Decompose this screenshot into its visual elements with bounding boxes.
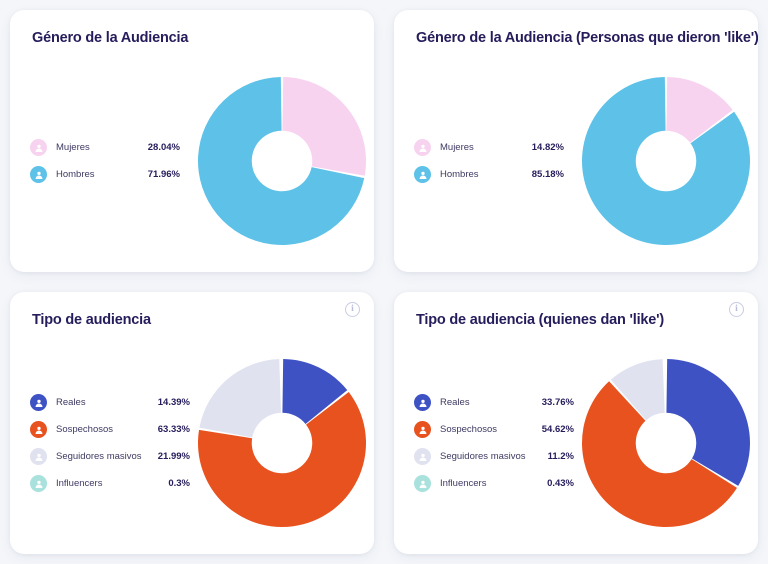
card-body: Reales 33.76% Sospechosos 54.62% Seguido… [394,332,758,554]
card-audience-type: i Tipo de audiencia Reales 14.39% Sospec… [10,292,374,554]
legend-label: Mujeres [440,142,474,153]
donut-slice[interactable] [582,381,737,527]
card-gender-audience-likes: Género de la Audiencia (Personas que die… [394,10,758,272]
legend-value: 14.39% [157,397,190,408]
donut-slice[interactable] [282,359,348,424]
list-item[interactable]: Mujeres 14.82% [414,134,574,161]
list-item[interactable]: Influencers 0.43% [414,470,574,497]
legend-label: Sospechosos [56,424,114,435]
list-item[interactable]: Hombres 85.18% [414,161,574,188]
person-icon [30,139,47,156]
person-icon [414,139,431,156]
card-cell-audience-type: i Tipo de audiencia Reales 14.39% Sospec… [0,282,384,564]
page-title: Género de la Audiencia [32,30,189,46]
legend-audience-type: Reales 14.39% Sospechosos 63.33% Seguido… [10,389,190,497]
legend-value: 11.2% [547,451,574,462]
card-gender-audience: Género de la Audiencia Mujeres 28.04% Ho… [10,10,374,272]
legend-value: 85.18% [531,169,564,180]
legend-label: Influencers [440,478,487,489]
donut-slice[interactable] [199,359,282,438]
person-icon [414,448,431,465]
list-item[interactable]: Hombres 71.96% [30,161,190,188]
legend-label: Reales [56,397,86,408]
legend-label: Mujeres [56,142,90,153]
legend-gender-audience-likes: Mujeres 14.82% Hombres 85.18% [394,134,574,188]
legend-value: 63.33% [157,424,190,435]
legend-value: 21.99% [157,451,190,462]
person-icon [414,166,431,183]
donut-slice[interactable] [198,391,366,527]
legend-label: Hombres [56,169,95,180]
donut-chart-gender-audience-likes [574,50,758,272]
person-icon [30,448,47,465]
card-cell-gender-audience: Género de la Audiencia Mujeres 28.04% Ho… [0,0,384,282]
legend-label: Influencers [56,478,103,489]
legend-label: Sospechosos [440,424,498,435]
legend-value: 33.76% [541,397,574,408]
list-item[interactable]: Mujeres 28.04% [30,134,190,161]
legend-label: Reales [440,397,470,408]
list-item[interactable]: Sospechosos 63.33% [30,416,190,443]
legend-label: Hombres [440,169,479,180]
donut-chart-gender-audience [190,50,374,272]
donut-slice[interactable] [666,77,733,143]
person-icon [414,394,431,411]
legend-value: 54.62% [541,424,574,435]
legend-value: 0.43% [547,478,574,489]
list-item[interactable]: Seguidores masivos 21.99% [30,443,190,470]
person-icon [30,394,47,411]
card-body: Reales 14.39% Sospechosos 63.33% Seguido… [10,332,374,554]
page-title: Tipo de audiencia (quienes dan 'like') [416,312,664,328]
donut-slice[interactable] [666,359,750,486]
donut-chart-audience-type [190,332,374,554]
list-item[interactable]: Reales 33.76% [414,389,574,416]
donut-slice[interactable] [582,77,750,246]
legend-value: 14.82% [531,142,564,153]
info-icon[interactable]: i [729,302,744,317]
legend-value: 71.96% [147,169,180,180]
donut-slice[interactable] [610,359,665,421]
donut-slice[interactable] [282,77,366,176]
card-body: Mujeres 28.04% Hombres 71.96% [10,50,374,272]
card-cell-audience-type-likes: i Tipo de audiencia (quienes dan 'like')… [384,282,768,564]
legend-value: 0.3% [168,478,190,489]
legend-audience-type-likes: Reales 33.76% Sospechosos 54.62% Seguido… [394,389,574,497]
legend-value: 28.04% [147,142,180,153]
person-icon [30,475,47,492]
list-item[interactable]: Influencers 0.3% [30,470,190,497]
donut-slice[interactable] [198,77,365,246]
card-cell-gender-audience-likes: Género de la Audiencia (Personas que die… [384,0,768,282]
legend-label: Seguidores masivos [56,451,142,462]
legend-label: Seguidores masivos [440,451,526,462]
page-title: Género de la Audiencia (Personas que die… [416,30,758,46]
list-item[interactable]: Sospechosos 54.62% [414,416,574,443]
person-icon [414,421,431,438]
legend-gender-audience: Mujeres 28.04% Hombres 71.96% [10,134,190,188]
card-body: Mujeres 14.82% Hombres 85.18% [394,50,758,272]
person-icon [30,166,47,183]
page-title: Tipo de audiencia [32,312,151,328]
donut-chart-audience-type-likes [574,332,758,554]
info-icon[interactable]: i [345,302,360,317]
list-item[interactable]: Seguidores masivos 11.2% [414,443,574,470]
list-item[interactable]: Reales 14.39% [30,389,190,416]
person-icon [414,475,431,492]
card-audience-type-likes: i Tipo de audiencia (quienes dan 'like')… [394,292,758,554]
person-icon [30,421,47,438]
